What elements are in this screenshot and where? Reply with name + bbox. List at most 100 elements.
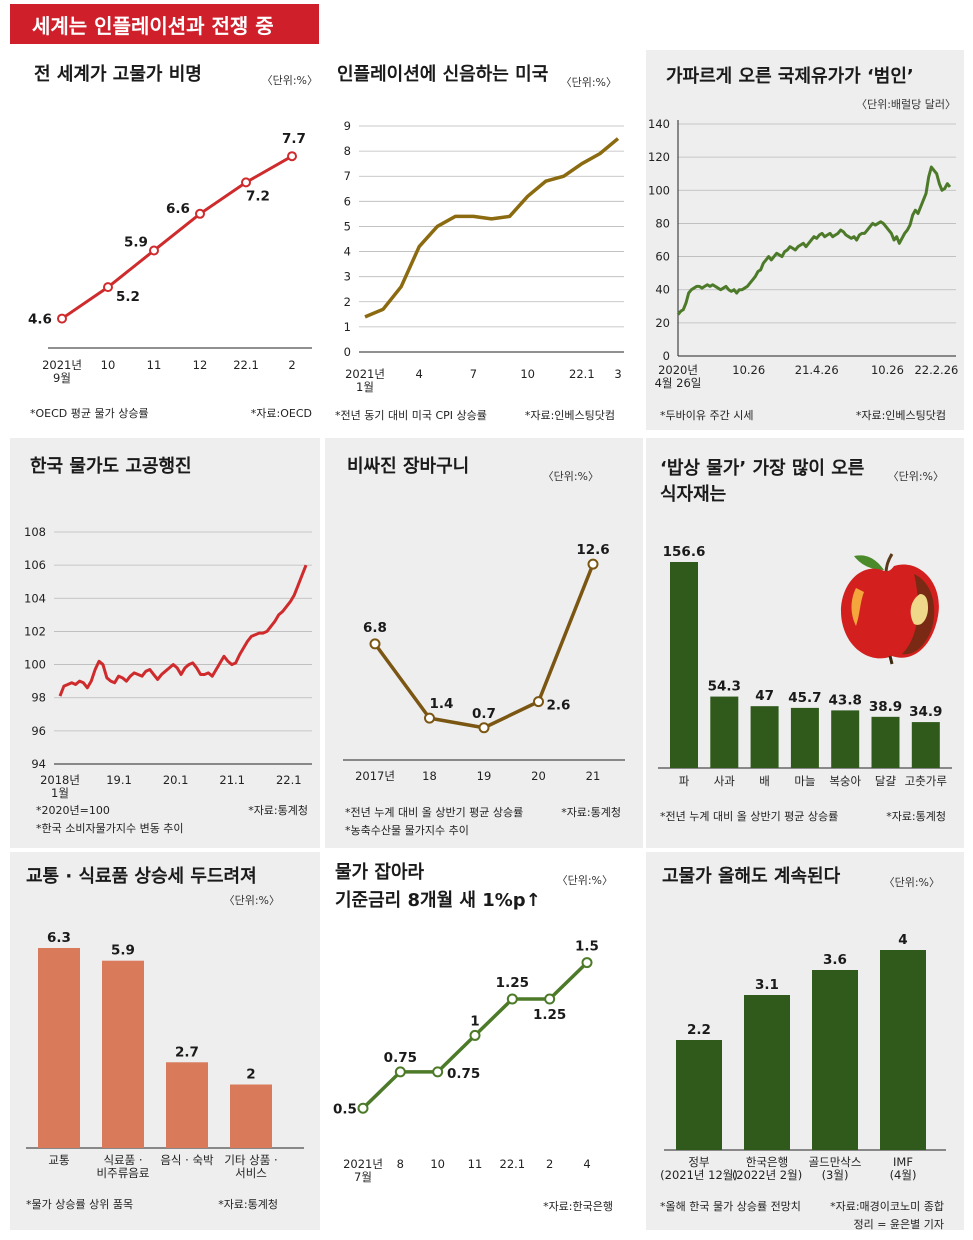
chart-title: 비싸진 장바구니	[347, 456, 470, 477]
chart-source: *자료:한국은행	[543, 1200, 613, 1213]
data-label: 45.7	[788, 690, 821, 706]
data-label: 1.25	[533, 1007, 566, 1023]
x-tick-label: 2021년	[343, 1157, 383, 1171]
bar	[871, 716, 900, 768]
x-tick-label: 22.1	[276, 773, 302, 787]
x-tick-label: 2020년	[658, 363, 698, 377]
x-tick-label: (3월)	[822, 1168, 849, 1182]
y-tick-label: 40	[655, 283, 670, 297]
data-point	[149, 245, 159, 256]
unit-label: 〈단위:배럴당 달러〉	[855, 98, 956, 111]
x-tick-label: 한국은행	[746, 1155, 788, 1169]
x-tick-label: 2021년	[345, 367, 385, 381]
y-tick-label: 98	[31, 691, 46, 705]
x-tick-label: 11	[147, 358, 162, 372]
x-tick-label: 음식 · 숙박	[160, 1153, 214, 1167]
x-tick-label: 12	[193, 358, 208, 372]
x-tick-label: (4월)	[890, 1168, 917, 1182]
y-tick-label: 0	[344, 345, 351, 359]
x-tick-label: 9월	[53, 371, 71, 385]
data-point	[195, 208, 205, 219]
x-tick-label: 10.26	[871, 363, 904, 377]
data-label: 43.8	[829, 692, 862, 708]
x-tick-label: 21.4.26	[795, 363, 839, 377]
chart-plot: 2.2 정부(2021년 12월) 3.1 한국은행(2022년 2월) 3.6 골드만삭…	[660, 932, 946, 1182]
y-tick-label: 140	[648, 117, 670, 131]
x-tick-label: 4	[416, 367, 423, 381]
x-tick-label: 2	[546, 1157, 553, 1171]
chart-panel-5: 비싸진 장바구니 〈단위:%〉 6.8 1.4 0.7 2.6 12.6 2017년 18 1…	[325, 438, 643, 848]
x-tick-label: 1월	[356, 380, 374, 394]
chart-panel-4: 한국 물가도 고공행진 94 96 98 100 102 104 106 108 2018년 1월…	[10, 438, 320, 848]
chart-plot: 6.8 1.4 0.7 2.6 12.6 2017년 18 19 20 21	[343, 542, 625, 783]
data-point	[432, 1066, 444, 1078]
chart-source: *자료:OECD	[250, 407, 312, 420]
chart-source: *자료:통계청	[248, 804, 308, 817]
x-tick-label: 비주류음료	[97, 1166, 150, 1180]
x-tick-label: 마늘	[794, 774, 815, 788]
apple-illustration	[841, 553, 939, 665]
chart-note: *전년 누계 대비 올 상반기 평균 상승률	[345, 806, 524, 819]
x-tick-label: 18	[422, 769, 437, 783]
y-tick-label: 60	[655, 250, 670, 264]
x-tick-label: 22.2.26	[914, 363, 958, 377]
bar	[38, 948, 80, 1148]
data-point	[287, 151, 297, 162]
x-tick-label: 정부	[688, 1155, 709, 1169]
data-point	[478, 722, 490, 734]
chart-title: 전 세계가 고물가 비명	[34, 64, 202, 85]
data-label: 0.75	[384, 1050, 417, 1066]
x-tick-label: 4월 26일	[655, 376, 702, 390]
chart-plot: 156.6 파 54.3 사과 47 배 45.7 마늘 43.8 복숭아 38.9 달걀 34.9 고춧…	[658, 544, 952, 788]
data-point	[241, 177, 251, 188]
y-tick-label: 80	[655, 216, 670, 230]
data-label: 3.1	[755, 977, 779, 993]
x-tick-label: 22.1	[500, 1157, 526, 1171]
data-label: 1.25	[496, 975, 529, 991]
x-tick-label: 20	[531, 769, 546, 783]
bar	[102, 960, 144, 1148]
y-tick-label: 9	[344, 119, 351, 133]
bar	[710, 696, 739, 768]
chart-panel-7: 교통 · 식료품 상승세 두드려져 〈단위:%〉 6.3 교통 5.9 식료품 · 비주…	[10, 852, 320, 1230]
chart-note: *OECD 평균 물가 상승률	[30, 407, 149, 420]
y-tick-label: 106	[24, 558, 46, 572]
chart-source: *자료:인베스팅닷컴	[855, 409, 946, 422]
y-tick-label: 102	[24, 624, 46, 638]
x-tick-label: 3	[614, 367, 621, 381]
x-tick-label: 10.26	[732, 363, 765, 377]
data-label: 12.6	[576, 542, 609, 558]
y-tick-label: 7	[344, 169, 351, 183]
x-tick-label: 식료품 ·	[103, 1153, 142, 1167]
series-line	[58, 564, 308, 697]
unit-label: 〈단위:%〉	[883, 876, 940, 889]
bar	[812, 970, 858, 1150]
y-tick-label: 0	[663, 349, 670, 363]
data-point	[506, 993, 518, 1005]
series-line	[364, 137, 620, 319]
data-label: 6.6	[166, 201, 190, 217]
data-point	[533, 696, 544, 708]
x-tick-label: 사과	[714, 774, 736, 788]
y-tick-label: 5	[344, 219, 351, 233]
unit-label: 〈단위:%〉	[261, 74, 318, 87]
x-tick-label: 2018년	[40, 773, 80, 787]
y-tick-label: 100	[648, 183, 670, 197]
x-tick-label: 8	[397, 1157, 404, 1171]
y-tick-label: 108	[24, 525, 46, 539]
y-tick-label: 6	[344, 194, 351, 208]
chart-source: *자료:통계청	[561, 806, 621, 819]
chart-note: *농축수산물 물가지수 추이	[345, 824, 469, 837]
x-tick-label: 19	[477, 769, 492, 783]
chart-note: *한국 소비자물가지수 변동 추이	[36, 822, 184, 835]
x-tick-label: 2021년	[42, 358, 82, 372]
data-point	[369, 638, 381, 650]
x-tick-label: (2022년 2월)	[732, 1168, 802, 1182]
x-tick-label: 19.1	[106, 773, 132, 787]
x-tick-label: 22.1	[233, 358, 259, 372]
chart-note: *전년 누계 대비 올 상반기 평균 상승률	[660, 810, 839, 823]
data-label: 4	[898, 932, 907, 948]
